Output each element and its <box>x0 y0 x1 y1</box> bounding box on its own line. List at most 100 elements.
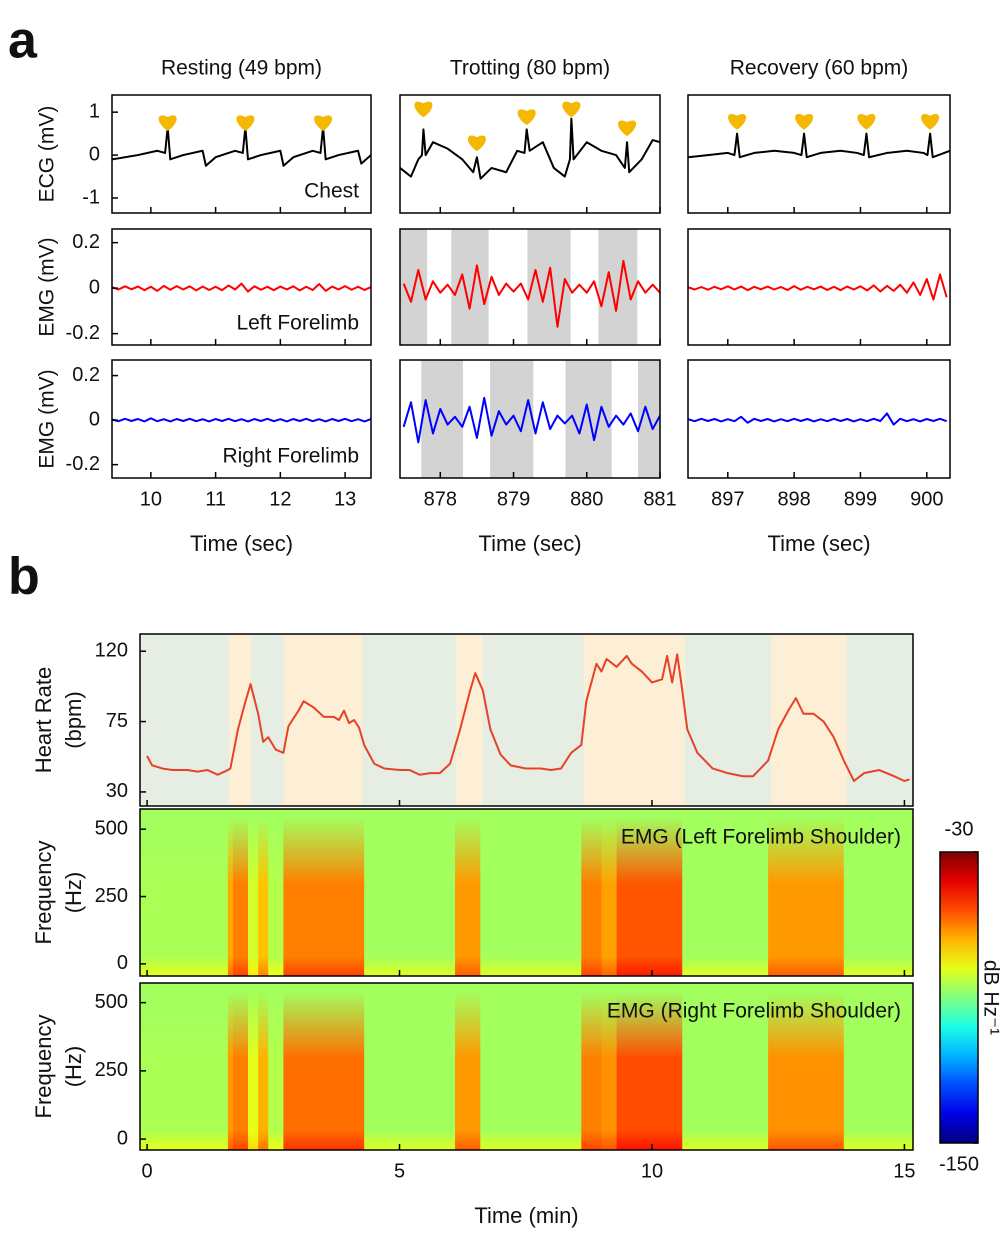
y-axis-label: ECG (mV) <box>36 106 59 203</box>
x-tick-label: 5 <box>394 1160 405 1182</box>
colorbar-tick-label: -150 <box>939 1153 979 1175</box>
heartbeat-marker <box>467 135 486 152</box>
x-tick-label: 0 <box>142 1160 153 1182</box>
plot-area <box>112 417 371 423</box>
spectrogram-bin <box>227 809 234 976</box>
subplot-title: Recovery (60 bpm) <box>730 57 909 80</box>
spectrogram-bin <box>258 809 269 976</box>
axes-frame <box>111 359 372 479</box>
heartbeat-marker <box>517 109 536 126</box>
spectrogram-bin <box>248 809 259 976</box>
x-axis-label: Time (min) <box>474 1203 578 1228</box>
heartbeat-marker <box>414 101 433 118</box>
spectrogram-bin <box>843 983 913 1150</box>
x-tick-label: 10 <box>140 488 162 510</box>
x-tick-label: 881 <box>643 488 676 510</box>
y-axis-label: EMG (mV) <box>36 237 59 336</box>
y-axis-label: Frequency <box>31 1015 56 1119</box>
spectrogram-bin <box>232 809 249 976</box>
spectrogram-bin <box>581 809 602 976</box>
y-tick-label: 0 <box>89 143 100 165</box>
y-tick-label: 250 <box>95 1059 128 1081</box>
y-tick-label: 0.2 <box>72 231 100 253</box>
x-tick-label: 899 <box>844 488 877 510</box>
axes-frame <box>687 94 951 214</box>
plot-area <box>112 282 371 293</box>
spectrogram-bin <box>601 983 618 1150</box>
trace <box>112 126 371 167</box>
y-tick-label: -0.2 <box>66 322 100 344</box>
x-tick-label: 12 <box>269 488 291 510</box>
y-tick-label: 0 <box>117 1127 128 1149</box>
trace <box>402 259 660 328</box>
spectrogram-bin <box>268 809 284 976</box>
y-tick-label: 0 <box>89 408 100 430</box>
spectrogram-bin <box>364 809 456 976</box>
x-tick-label: 900 <box>910 488 943 510</box>
trace <box>688 273 948 301</box>
trace <box>112 417 371 423</box>
spectrogram-bin <box>682 809 769 976</box>
axes-frame <box>399 94 661 214</box>
spectrogram-bin <box>140 809 229 976</box>
y-tick-label: 500 <box>95 991 128 1013</box>
annotation: EMG (Left Forelimb Shoulder) <box>621 826 901 849</box>
activity-span <box>598 229 638 345</box>
annotation: Right Forelimb <box>222 445 359 468</box>
colorbar-tick-label: -30 <box>945 818 974 840</box>
y-axis-label: EMG (mV) <box>36 369 59 468</box>
spectrogram-bin <box>682 983 769 1150</box>
axes-frame <box>399 228 661 346</box>
plot-area <box>688 412 948 426</box>
subplot-title: Resting (49 bpm) <box>161 57 322 80</box>
trace <box>688 412 948 426</box>
y-tick-label: 1 <box>89 100 100 122</box>
y-tick-label: 0 <box>89 276 100 298</box>
spectrogram-bin <box>283 809 365 976</box>
axes-frame <box>111 94 372 214</box>
x-tick-label: 10 <box>641 1160 663 1182</box>
x-tick-label: 15 <box>893 1160 915 1182</box>
x-tick-label: 879 <box>497 488 530 510</box>
spectrogram-bin <box>258 983 269 1150</box>
axes-frame <box>687 359 951 479</box>
plot-area <box>140 809 913 976</box>
y-tick-label: 250 <box>95 885 128 907</box>
heartbeat-marker <box>921 114 940 130</box>
heartbeat-marker <box>857 114 876 130</box>
spectrogram-bin <box>364 983 456 1150</box>
plot-area <box>688 114 950 159</box>
axes-frame <box>111 228 372 346</box>
axes-frame <box>139 808 914 977</box>
spectrogram-bin <box>268 983 284 1150</box>
axes-frame <box>139 633 914 807</box>
spectrogram-bin <box>232 983 249 1150</box>
x-axis-label: Time (sec) <box>190 531 293 556</box>
spectrogram-bin <box>248 983 259 1150</box>
subplot-title: Trotting (80 bpm) <box>450 57 610 80</box>
x-tick-label: 898 <box>777 488 810 510</box>
plot-area <box>112 115 371 167</box>
plot-area <box>402 360 660 478</box>
x-tick-label: 878 <box>424 488 457 510</box>
y-axis-label: (bpm) <box>61 691 86 748</box>
y-tick-label: 120 <box>95 639 128 661</box>
colorbar <box>939 851 979 1144</box>
heartbeat-marker <box>795 114 814 130</box>
annotation: Chest <box>304 180 359 203</box>
y-axis-label: Heart Rate <box>31 667 56 773</box>
spectrogram-bin <box>616 983 683 1150</box>
y-axis-label: Frequency <box>31 841 56 945</box>
colorbar-label: dB Hz⁻¹ <box>979 960 1002 1035</box>
y-tick-label: -1 <box>82 186 100 208</box>
heartbeat-marker <box>562 101 581 118</box>
y-tick-label: 0.2 <box>72 364 100 386</box>
x-tick-label: 11 <box>205 488 226 510</box>
plot-area <box>400 229 660 345</box>
spectrogram-bin <box>601 809 618 976</box>
trace <box>146 653 910 782</box>
panel-label: a <box>8 12 38 70</box>
heartbeat-marker <box>728 114 747 130</box>
spectrogram-bin <box>283 983 365 1150</box>
